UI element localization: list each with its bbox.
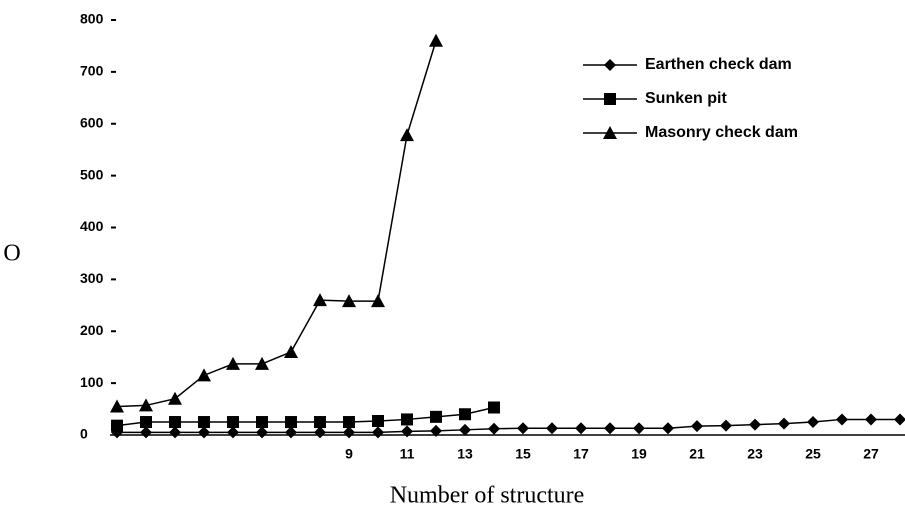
marker: [227, 426, 239, 439]
y-tick-label: 300: [80, 270, 104, 286]
marker: [720, 419, 732, 432]
marker: [429, 33, 443, 47]
marker: [488, 401, 500, 414]
x-axis-title: Number of structure: [390, 483, 585, 509]
marker: [836, 413, 848, 426]
marker: [371, 294, 385, 308]
marker: [343, 426, 355, 439]
marker: [169, 426, 181, 439]
x-tick-label: 13: [457, 446, 473, 462]
x-tick-label: 11: [400, 446, 415, 462]
y-tick-label: 0: [80, 426, 88, 442]
marker: [662, 422, 674, 435]
marker: [401, 413, 413, 426]
marker: [285, 416, 297, 429]
marker: [807, 416, 819, 429]
x-tick-label: 17: [573, 446, 589, 462]
marker: [459, 408, 471, 421]
marker: [894, 413, 905, 426]
legend-marker: [604, 93, 616, 105]
marker: [140, 416, 152, 429]
legend-label: Sunken pit: [645, 90, 727, 107]
x-tick-label: 27: [863, 446, 879, 462]
x-tick-label: 9: [345, 446, 353, 462]
y-tick-label: 100: [80, 374, 104, 390]
y-tick-label: 700: [80, 63, 104, 79]
marker: [198, 416, 210, 429]
marker: [343, 416, 355, 429]
marker: [691, 420, 703, 433]
marker: [140, 426, 152, 439]
legend-label: Earthen check dam: [645, 56, 792, 73]
marker: [778, 417, 790, 430]
marker: [285, 426, 297, 439]
marker: [226, 356, 240, 370]
marker: [284, 345, 298, 358]
y-axis-title: O: [3, 241, 20, 267]
marker: [197, 368, 211, 382]
marker: [110, 399, 124, 413]
marker: [314, 416, 326, 429]
marker: [430, 424, 442, 437]
y-tick-label: 800: [80, 11, 104, 27]
x-tick-label: 23: [747, 446, 763, 462]
x-tick-label: 15: [515, 446, 531, 462]
marker: [169, 416, 181, 429]
marker: [400, 128, 414, 142]
y-tick-label: 600: [80, 114, 104, 130]
marker: [168, 391, 182, 405]
marker: [139, 398, 153, 412]
marker: [372, 414, 384, 427]
x-tick-label: 25: [805, 446, 821, 462]
marker: [314, 426, 326, 439]
marker: [459, 423, 471, 436]
marker: [401, 425, 413, 438]
legend-marker: [604, 59, 616, 71]
marker: [633, 422, 645, 435]
marker: [255, 356, 269, 370]
marker: [546, 422, 558, 435]
y-tick-label: 200: [80, 322, 104, 338]
marker: [517, 422, 529, 435]
marker: [372, 426, 384, 439]
y-tick-label: 500: [80, 166, 104, 182]
marker: [749, 418, 761, 431]
legend-label: Masonry check dam: [645, 124, 798, 141]
marker: [430, 410, 442, 423]
marker: [488, 422, 500, 435]
series-line: [117, 418, 900, 434]
marker: [865, 413, 877, 426]
marker: [256, 426, 268, 439]
marker: [342, 294, 356, 308]
marker: [227, 416, 239, 429]
marker: [604, 422, 616, 435]
series-line: [116, 40, 437, 408]
marker: [111, 419, 123, 432]
x-tick-label: 21: [689, 446, 705, 462]
marker: [256, 416, 268, 429]
marker: [313, 293, 327, 307]
marker: [198, 426, 210, 439]
marker: [575, 422, 587, 435]
legend-marker: [603, 126, 617, 139]
y-tick-label: 400: [80, 218, 104, 234]
x-tick-label: 19: [631, 446, 647, 462]
